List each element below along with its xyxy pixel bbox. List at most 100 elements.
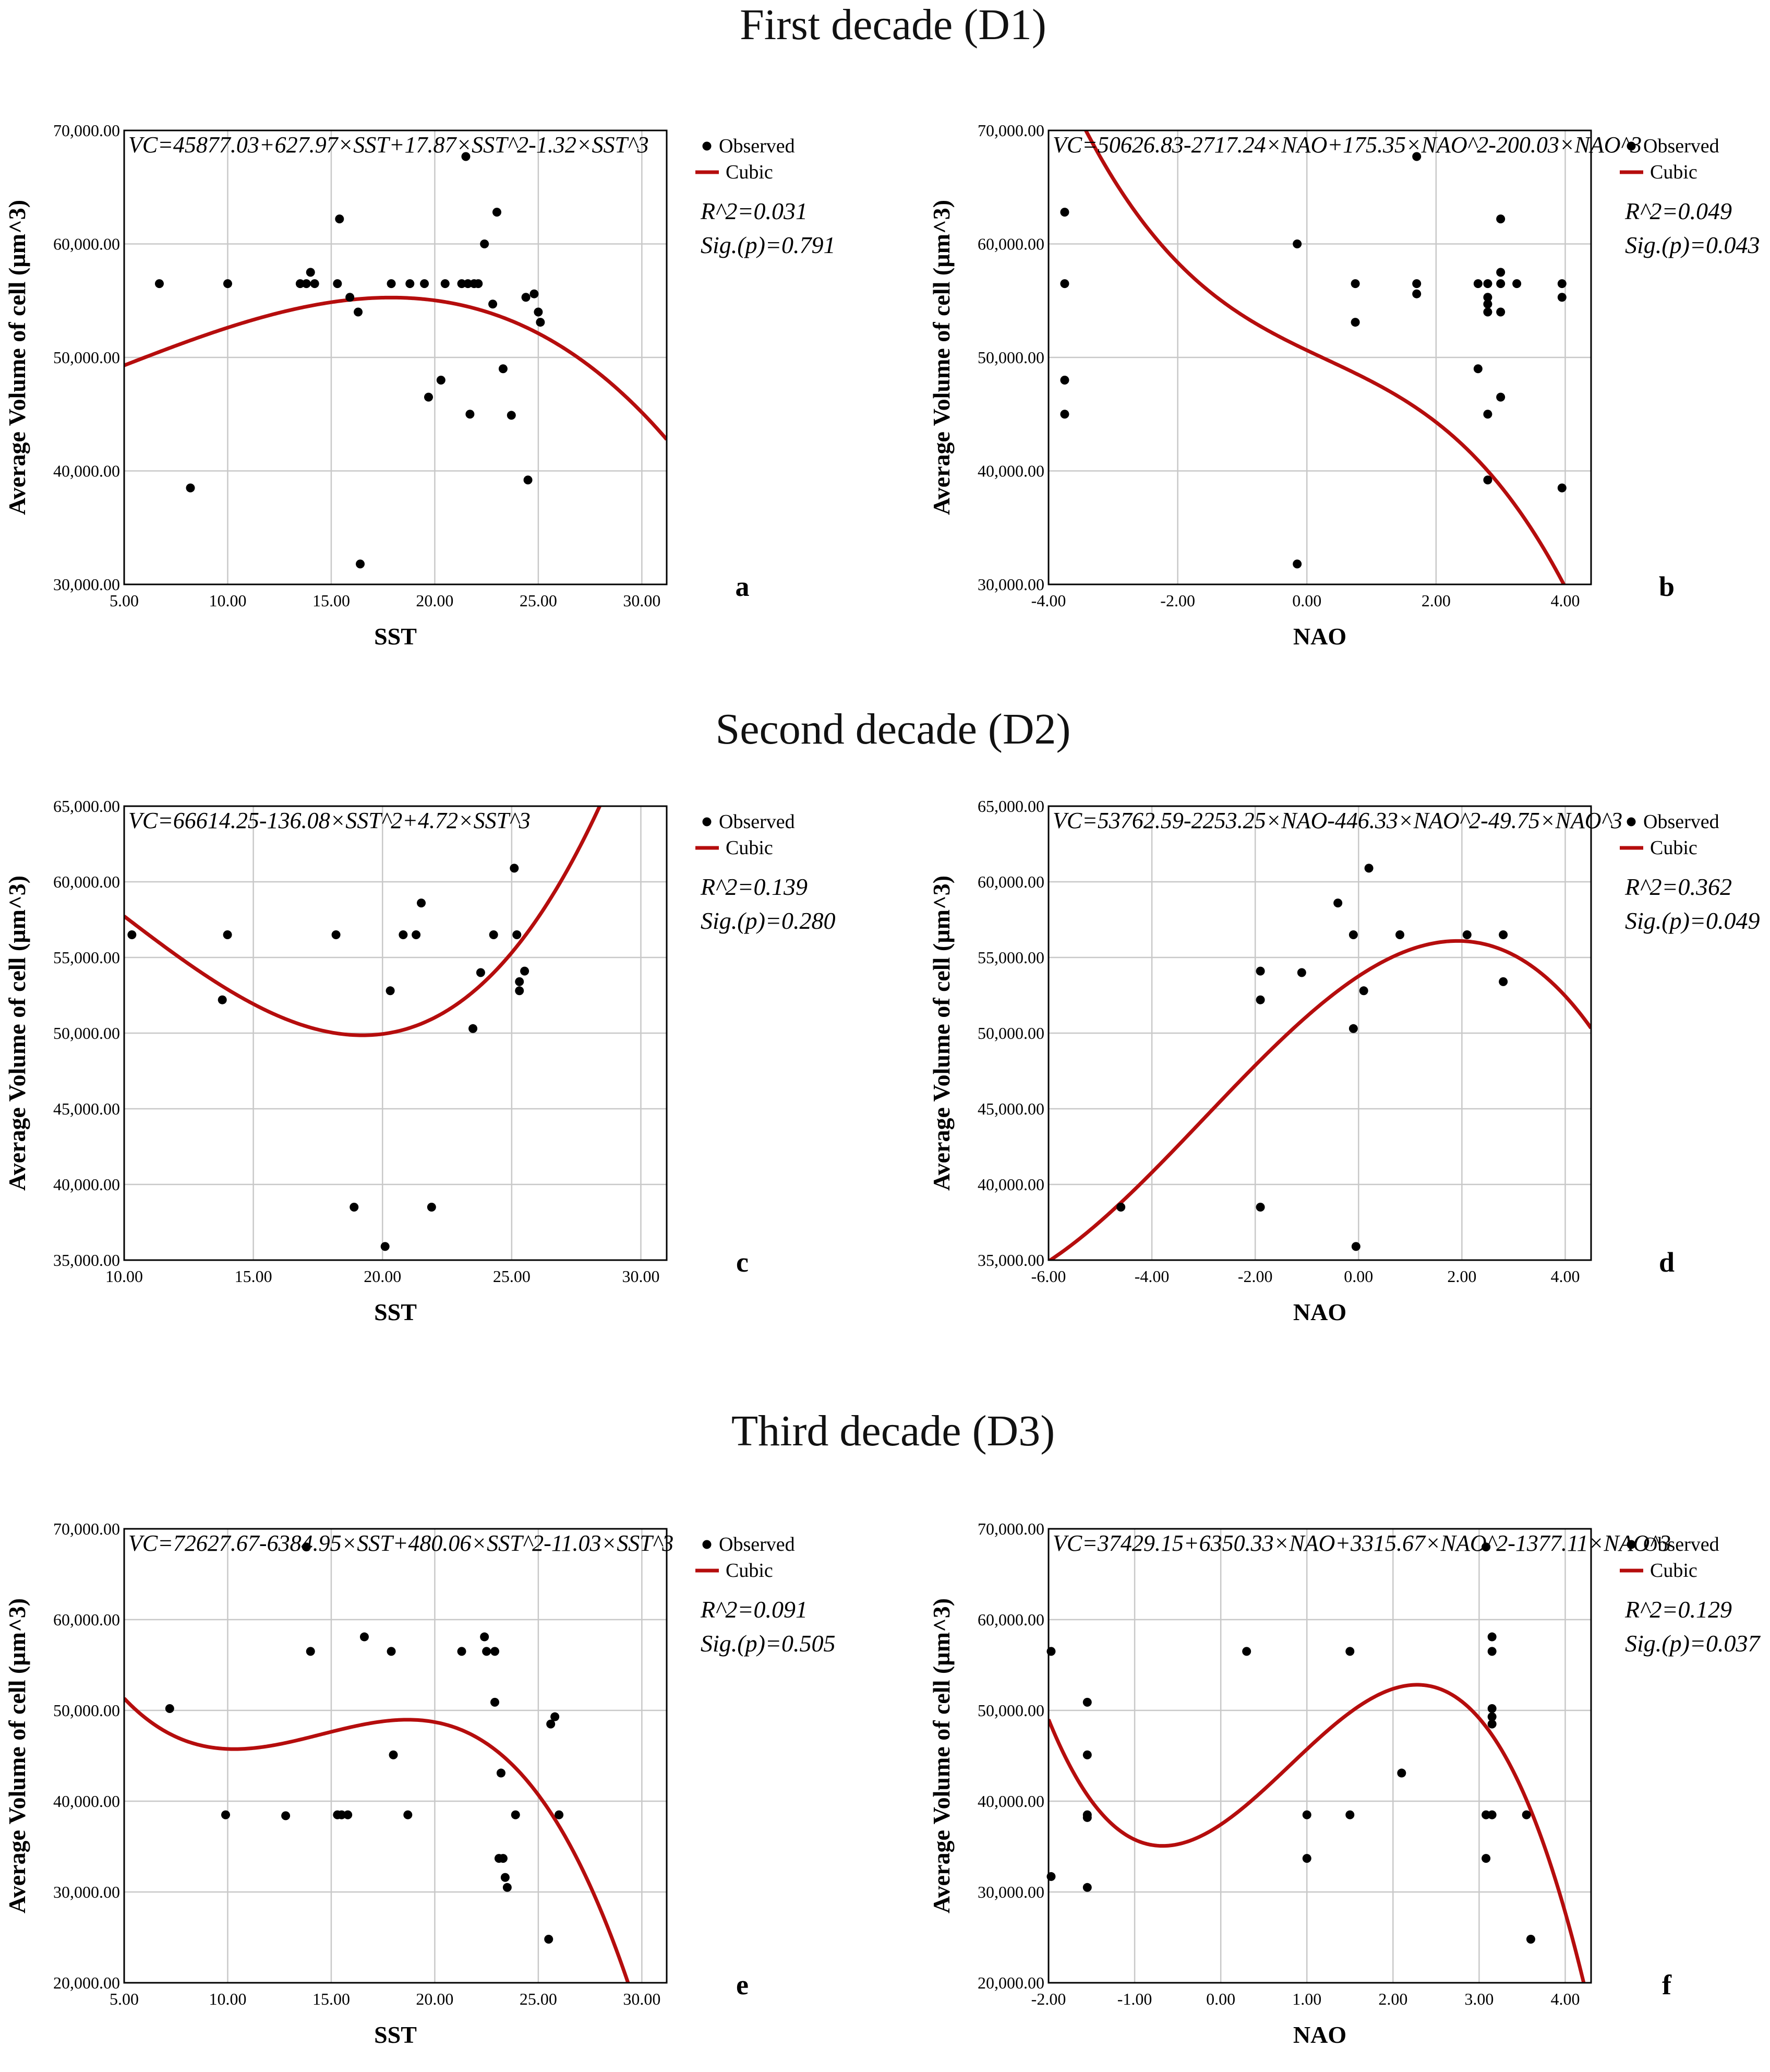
legend-observed-marker bbox=[1627, 1540, 1636, 1549]
observed-point bbox=[420, 279, 429, 289]
observed-point bbox=[359, 1632, 369, 1642]
y-tick-label: 60,000.00 bbox=[53, 872, 120, 891]
x-tick-label: 30.00 bbox=[623, 591, 660, 610]
observed-point bbox=[1557, 293, 1567, 302]
observed-point bbox=[515, 986, 524, 996]
significance-label: Sig.(p)=0.505 bbox=[701, 1630, 835, 1657]
r-squared-label: R^2=0.049 bbox=[1624, 198, 1732, 224]
observed-point bbox=[546, 1719, 556, 1729]
legend-observed-label: Observed bbox=[1643, 135, 1719, 157]
observed-point bbox=[461, 152, 471, 161]
legend-cubic-label: Cubic bbox=[1650, 161, 1697, 183]
observed-point bbox=[1293, 239, 1302, 248]
observed-point bbox=[380, 1242, 390, 1251]
observed-point bbox=[1116, 1203, 1126, 1212]
observed-point bbox=[387, 279, 396, 289]
y-tick-label: 45,000.00 bbox=[53, 1099, 120, 1118]
observed-point bbox=[1487, 1704, 1497, 1714]
y-tick-label: 55,000.00 bbox=[978, 948, 1044, 967]
x-tick-label: -2.00 bbox=[1160, 591, 1195, 610]
y-tick-label: 35,000.00 bbox=[978, 1251, 1044, 1269]
observed-point bbox=[511, 1810, 520, 1819]
observed-point bbox=[1412, 279, 1422, 289]
chart-panels: 5.00 10.00 15.00 20.00 25.00 30.00 30,000.00 40… bbox=[4, 121, 1761, 2048]
x-axis-label: SST bbox=[374, 2021, 417, 2048]
observed-point bbox=[1302, 1854, 1311, 1863]
equation-label: VC=66614.25-136.08×SST^2+4.72×SST^3 bbox=[128, 808, 531, 833]
legend-observed-label: Observed bbox=[719, 811, 795, 833]
y-tick-label: 70,000.00 bbox=[978, 1519, 1044, 1538]
panel-letter: f bbox=[1662, 1969, 1672, 2001]
legend-cubic-label: Cubic bbox=[1650, 1560, 1697, 1582]
decade-title-d2: Second decade (D2) bbox=[715, 705, 1070, 753]
x-tick-label: 2.00 bbox=[1378, 1990, 1407, 2008]
observed-point bbox=[536, 318, 545, 327]
y-axis-label: Average Volume of cell (µm^3) bbox=[4, 1598, 30, 1913]
observed-point bbox=[1395, 930, 1405, 939]
observed-point bbox=[1462, 930, 1472, 939]
plot-frame bbox=[123, 129, 668, 585]
observed-point bbox=[306, 268, 315, 277]
observed-point bbox=[1526, 1934, 1535, 1944]
observed-point bbox=[523, 475, 533, 485]
y-axis-label: Average Volume of cell (µm^3) bbox=[928, 1598, 955, 1913]
y-tick-label: 40,000.00 bbox=[978, 1175, 1044, 1194]
observed-point bbox=[1351, 318, 1360, 327]
observed-point bbox=[223, 930, 232, 939]
observed-point bbox=[1060, 279, 1069, 289]
observed-point bbox=[1483, 279, 1492, 289]
observed-point bbox=[463, 279, 473, 289]
observed-point bbox=[1483, 307, 1492, 317]
panel-letter: b bbox=[1659, 571, 1675, 602]
observed-point bbox=[1060, 376, 1069, 385]
cubic-fit-line bbox=[1083, 130, 1566, 584]
observed-point bbox=[331, 930, 341, 939]
y-tick-label: 55,000.00 bbox=[53, 948, 120, 967]
observed-point bbox=[1483, 475, 1492, 485]
observed-point bbox=[1348, 1024, 1358, 1033]
observed-point bbox=[1512, 279, 1522, 289]
chart-c: 10.00 15.00 20.00 25.00 30.00 35,000.00 40,000… bbox=[4, 797, 835, 1325]
observed-point bbox=[502, 1883, 512, 1892]
significance-label: Sig.(p)=0.043 bbox=[1625, 232, 1760, 258]
observed-point bbox=[1496, 307, 1506, 317]
y-tick-label: 50,000.00 bbox=[53, 348, 120, 367]
observed-point bbox=[1483, 410, 1492, 419]
observed-point bbox=[500, 1873, 510, 1882]
observed-point bbox=[337, 1810, 346, 1819]
x-tick-label: 25.00 bbox=[493, 1267, 531, 1286]
observed-point bbox=[1297, 968, 1306, 977]
observed-point bbox=[515, 977, 524, 986]
equation-label: VC=45877.03+627.97×SST+17.87×SST^2-1.32×… bbox=[128, 132, 649, 158]
r-squared-label: R^2=0.129 bbox=[1624, 1596, 1732, 1623]
observed-point bbox=[1482, 1542, 1491, 1552]
equation-label: VC=37429.15+6350.33×NAO+3315.67×NAO^2-13… bbox=[1053, 1530, 1671, 1556]
r-squared-label: R^2=0.031 bbox=[700, 198, 808, 224]
significance-label: Sig.(p)=0.791 bbox=[701, 232, 835, 258]
plot-frame bbox=[1047, 1528, 1592, 1984]
y-tick-label: 20,000.00 bbox=[53, 1973, 120, 1992]
y-tick-label: 40,000.00 bbox=[53, 462, 120, 481]
observed-point bbox=[457, 1647, 466, 1656]
cubic-fit-line bbox=[124, 295, 667, 441]
observed-point bbox=[510, 864, 519, 873]
x-tick-label: 4.00 bbox=[1550, 1990, 1580, 2008]
observed-point bbox=[1499, 930, 1508, 939]
chart-f: -2.00 -1.00 0.00 1.00 2.00 3.00 4.00 20,000.00 3… bbox=[928, 1519, 1761, 2048]
observed-point bbox=[498, 1854, 508, 1863]
observed-point bbox=[1364, 864, 1374, 873]
observed-point bbox=[427, 1203, 436, 1212]
x-tick-label: 10.00 bbox=[209, 1990, 246, 2008]
observed-point bbox=[529, 289, 539, 298]
observed-point bbox=[1060, 410, 1069, 419]
observed-point bbox=[544, 1934, 553, 1944]
observed-point bbox=[302, 1542, 311, 1552]
decade-title-d1: First decade (D1) bbox=[740, 1, 1046, 49]
observed-point bbox=[1557, 483, 1567, 493]
cubic-fit-line bbox=[124, 1697, 630, 1983]
chart-a: 5.00 10.00 15.00 20.00 25.00 30.00 30,000.00 40… bbox=[4, 121, 835, 650]
observed-point bbox=[457, 279, 466, 289]
observed-point bbox=[1487, 1647, 1497, 1656]
observed-point bbox=[476, 968, 485, 977]
observed-point bbox=[343, 1810, 353, 1819]
